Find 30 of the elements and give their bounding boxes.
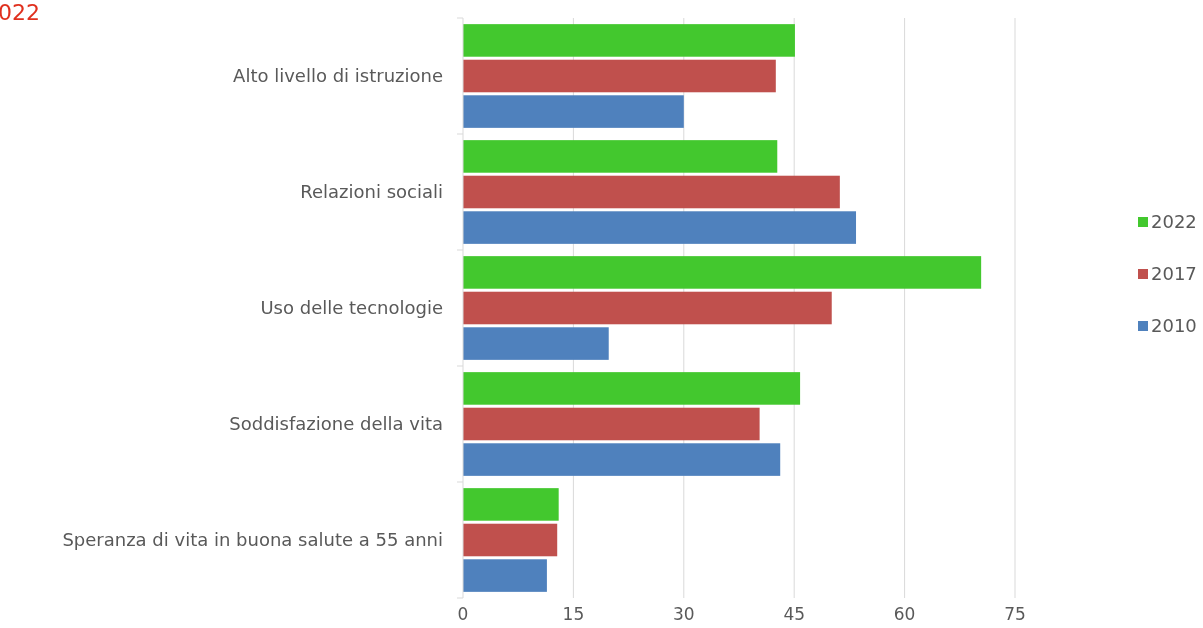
bar bbox=[463, 95, 684, 128]
bar bbox=[463, 407, 760, 441]
x-tick-label: 45 bbox=[783, 604, 806, 624]
bar bbox=[463, 559, 547, 592]
y-tick-label: Relazioni sociali bbox=[300, 181, 443, 203]
x-tick-label: 0 bbox=[457, 604, 469, 624]
bar bbox=[463, 523, 558, 557]
x-tick-label: 30 bbox=[672, 604, 695, 624]
bar bbox=[463, 443, 781, 476]
x-tick-label: 60 bbox=[893, 604, 916, 624]
bar bbox=[463, 211, 857, 244]
bar bbox=[463, 256, 982, 289]
x-tick-label: 75 bbox=[1004, 604, 1026, 624]
bar bbox=[463, 24, 795, 57]
bar bbox=[463, 291, 832, 325]
legend-label: 2022 bbox=[1151, 211, 1197, 233]
bar bbox=[463, 488, 559, 521]
bar bbox=[463, 140, 778, 173]
legend-label: 2017 bbox=[1151, 263, 1197, 285]
legend-label: 2010 bbox=[1151, 315, 1197, 337]
y-tick-label: Uso delle tecnologie bbox=[260, 297, 443, 319]
bar bbox=[463, 59, 776, 93]
y-tick-label: Alto livello di istruzione bbox=[233, 65, 443, 87]
bar bbox=[463, 327, 609, 360]
y-tick-label: Soddisfazione della vita bbox=[229, 413, 443, 435]
text: 022 bbox=[0, 0, 40, 25]
x-tick-label: 15 bbox=[562, 604, 585, 624]
y-tick-label: Speranza di vita in buona salute a 55 anni bbox=[62, 529, 443, 551]
bar bbox=[463, 175, 840, 209]
bar bbox=[463, 372, 801, 405]
